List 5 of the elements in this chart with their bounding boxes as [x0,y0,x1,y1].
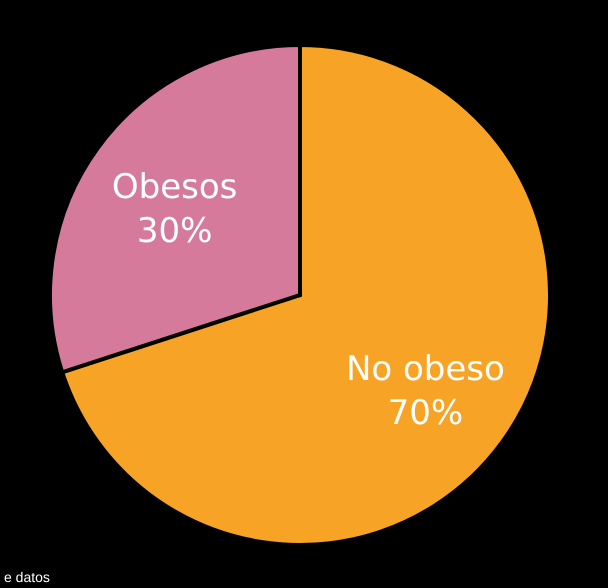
text: e datos [4,569,50,585]
data-label: 30% [136,210,212,251]
slice-label: Obesos [112,166,238,207]
data-label: 70% [388,393,464,434]
slice-label: No obeso [346,349,505,390]
